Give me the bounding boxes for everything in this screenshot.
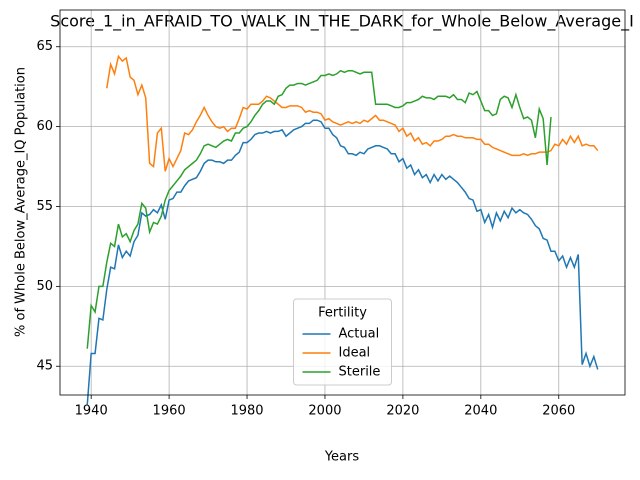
series-line — [86, 119, 599, 405]
x-tick-label: 1980 — [230, 404, 263, 419]
x-tick-label: 1960 — [153, 404, 186, 419]
x-tick-label: 1940 — [75, 404, 108, 419]
legend-title: Fertility — [318, 306, 367, 321]
plot-frame — [59, 9, 626, 396]
y-tick-label: 65 — [36, 39, 53, 54]
x-axis-label: Years — [324, 450, 360, 465]
x-tick-label: 2060 — [542, 404, 575, 419]
legend-label: Ideal — [339, 346, 371, 361]
y-tick-label: 60 — [36, 119, 53, 134]
chart-title: Score_1_in_AFRAID_TO_WALK_IN_THE_DARK_fo… — [50, 12, 634, 32]
legend-box — [293, 298, 392, 386]
y-axis-label: % of Whole Below_Average_IQ Population — [14, 67, 29, 337]
legend-label: Actual — [339, 327, 380, 342]
y-tick-label: 45 — [36, 359, 53, 374]
x-tick-label: 2000 — [308, 404, 341, 419]
x-tick-label: 2020 — [386, 404, 419, 419]
series-line — [86, 69, 552, 349]
series-line — [106, 54, 599, 172]
x-tick-label: 2040 — [464, 404, 497, 419]
legend-label: Sterile — [339, 365, 381, 380]
y-tick-label: 50 — [36, 279, 53, 294]
y-tick-label: 55 — [36, 199, 53, 214]
